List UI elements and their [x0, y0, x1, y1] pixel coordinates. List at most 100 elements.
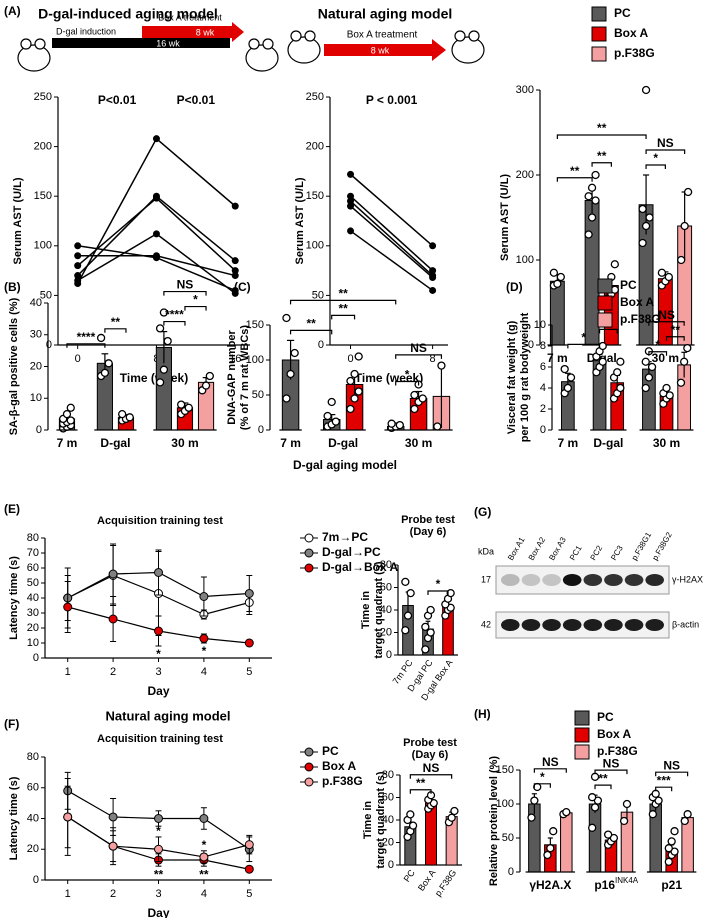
data-point — [327, 397, 336, 407]
significance-label: ** — [416, 776, 426, 790]
x-tick-label: p16 — [594, 878, 615, 892]
significance-label: * — [202, 838, 207, 852]
y-axis-label: Relative protein level (%) — [488, 756, 500, 887]
chart-title: Probe test — [401, 514, 455, 526]
mouse-ear — [20, 38, 32, 50]
panel-label: (E) — [4, 502, 20, 516]
subject-line — [350, 230, 434, 292]
y-tick-label: 100 — [306, 240, 324, 252]
x-axis-label: Time (week) — [355, 371, 423, 385]
data-point — [74, 272, 82, 280]
band-label: γ-H2AX — [672, 574, 703, 584]
data-point — [177, 400, 186, 409]
data-point — [199, 592, 209, 601]
data-point — [610, 260, 619, 269]
data-point — [641, 85, 651, 95]
x-tick-label: 30 m — [652, 351, 679, 365]
legend-marker — [304, 533, 314, 543]
legend-marker — [304, 548, 314, 558]
significance-bracket — [409, 774, 453, 779]
p-value-label: P<0.01 — [98, 93, 137, 107]
x-tick-label: 0 — [347, 353, 353, 365]
data-point — [560, 364, 569, 374]
y-tick-label: 10 — [534, 319, 546, 331]
y-axis-label: Visceral fat weight (g) — [506, 320, 518, 434]
data-point — [100, 368, 110, 378]
legend-swatch — [591, 6, 607, 22]
data-point — [433, 422, 442, 431]
legend-label: p.F38G — [322, 774, 363, 788]
panel-label: (F) — [4, 717, 19, 731]
significance-bracket — [409, 789, 432, 794]
chart-title: Acquisition training test — [97, 733, 223, 745]
data-point — [549, 827, 558, 836]
data-point — [418, 394, 427, 403]
data-point — [657, 268, 667, 277]
lane-label: PC1 — [568, 544, 584, 562]
data-point — [63, 812, 73, 822]
data-point — [244, 840, 254, 850]
y-tick-label: 150 — [306, 190, 324, 202]
data-point — [346, 376, 355, 386]
significance-label: ** — [570, 164, 580, 178]
significance-bracket — [533, 768, 567, 773]
data-point — [598, 341, 607, 351]
subject-line — [350, 205, 434, 279]
data-point — [679, 357, 689, 366]
y-axis-label: Serum AST (U/L) — [294, 177, 306, 264]
data-point — [387, 419, 396, 428]
p-value-label: P<0.01 — [177, 93, 216, 107]
y-tick-label: 250 — [34, 91, 52, 103]
lane-label: Box A3 — [547, 535, 568, 562]
significance-label: NS — [657, 136, 674, 150]
data-point — [347, 202, 355, 210]
y-tick-label: 50 — [502, 832, 514, 844]
data-point — [354, 352, 363, 361]
y-tick-label: 8 — [540, 340, 546, 352]
x-tick-label: 5 — [246, 888, 252, 900]
data-point — [104, 359, 113, 368]
data-point — [680, 221, 689, 231]
x-tick-label: 30 m — [405, 436, 432, 450]
x-tick-label: 3 — [155, 888, 161, 900]
data-point — [641, 221, 651, 231]
significance-bracket — [648, 321, 685, 326]
significance-bracket — [645, 164, 666, 169]
y-tick-label: 70 — [27, 547, 39, 559]
data-point — [450, 806, 459, 816]
y-tick-label: 0 — [528, 339, 534, 351]
mouse-ear — [454, 30, 466, 42]
data-point — [429, 267, 437, 275]
legend-label: Box A — [614, 26, 649, 40]
significance-bracket — [163, 320, 186, 326]
data-point — [437, 361, 446, 370]
y-tick-label: 20 — [30, 360, 42, 372]
data-point — [664, 272, 673, 282]
data-point — [546, 844, 555, 853]
data-point — [66, 403, 75, 412]
x-tick-label: 2 — [110, 666, 116, 678]
subject-line — [350, 195, 434, 272]
significance-label: * — [540, 770, 545, 784]
y-axis-label: DNA-GAP number — [226, 330, 238, 425]
mouse-body — [245, 44, 279, 72]
legend-label: Box A — [620, 295, 655, 309]
data-point — [66, 416, 75, 425]
blot-band — [542, 574, 561, 586]
treatment-arrow — [142, 22, 244, 42]
section-label: Natural aging model — [106, 708, 231, 723]
data-point — [125, 413, 134, 422]
legend-label: PC — [322, 744, 339, 758]
legend-label: Box A — [322, 759, 357, 773]
y-tick-label: 80 — [27, 751, 39, 763]
data-point — [591, 170, 600, 180]
x-axis-label: Day — [147, 906, 169, 918]
data-point — [410, 404, 419, 414]
subject-line — [350, 200, 434, 277]
data-point — [154, 568, 163, 577]
data-point — [588, 793, 597, 802]
significance-label: NS — [603, 756, 620, 770]
significance-label: NS — [542, 755, 559, 769]
y-axis-label: SA-β-gal positive cells (%) — [8, 297, 20, 435]
